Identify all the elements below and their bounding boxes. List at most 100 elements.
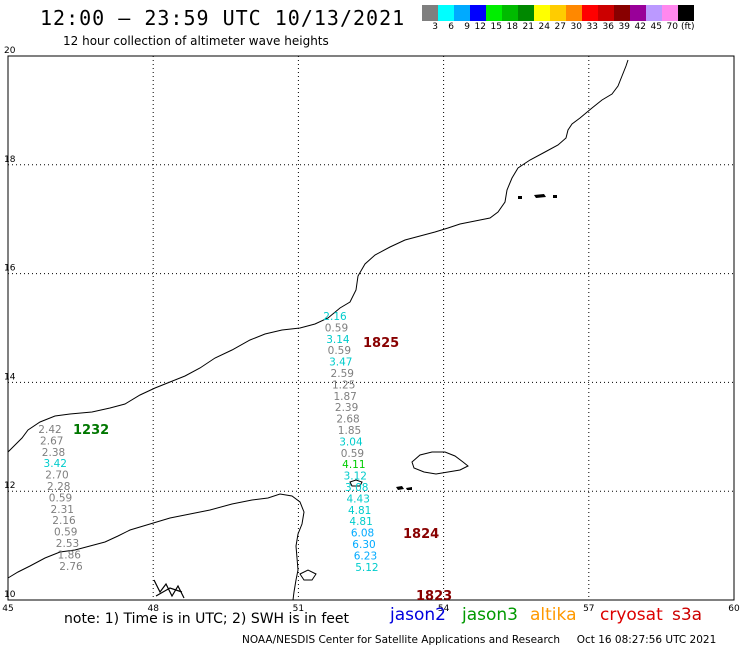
y-tick-label: 10 — [4, 590, 16, 600]
scale-swatch — [582, 5, 598, 21]
scale-label: 18 — [506, 22, 518, 32]
scale-swatch — [438, 5, 454, 21]
wave-height-value: 2.67 — [40, 435, 63, 447]
satellite-name: jason2 — [390, 605, 446, 625]
scale-label: 70 — [666, 22, 678, 32]
scale-label: 33 — [586, 22, 598, 32]
page-title: 12:00 – 23:59 UTC 10/13/2021 — [40, 6, 406, 30]
page-subtitle: 12 hour collection of altimeter wave hei… — [63, 34, 329, 48]
scale-swatch — [550, 5, 566, 21]
wave-height-value: 6.23 — [354, 550, 377, 562]
satellite-name: altika — [530, 605, 577, 625]
wave-height-value: 2.59 — [331, 368, 354, 380]
wave-height-value: 3.12 — [344, 471, 367, 483]
islets-kuria — [518, 194, 557, 199]
islet-1 — [349, 479, 363, 487]
scale-swatch — [678, 5, 694, 21]
wave-height-value: 2.42 — [38, 424, 61, 436]
satellite-name: cryosat — [600, 605, 663, 625]
scale-swatch — [662, 5, 678, 21]
y-tick-label: 12 — [4, 481, 15, 491]
y-tick-label: 20 — [4, 46, 16, 56]
scale-swatch — [598, 5, 614, 21]
wave-height-value: 4.43 — [347, 493, 370, 505]
wave-height-value: 2.76 — [59, 561, 83, 573]
wave-height-value: 0.59 — [49, 492, 72, 504]
altimeter-tracks: 2.160.593.140.593.472.591.251.872.392.68… — [38, 311, 452, 604]
scale-swatch — [470, 5, 486, 21]
coast-hatch — [153, 579, 185, 599]
wave-height-value: 3.47 — [329, 357, 352, 369]
y-tick-label: 18 — [4, 155, 16, 165]
scale-label: 15 — [490, 22, 502, 32]
coastline-north — [7, 59, 629, 453]
wave-height-value: 2.53 — [56, 538, 79, 550]
wave-height-value: 2.28 — [47, 481, 70, 493]
scale-swatch — [534, 5, 550, 21]
scale-label: 39 — [618, 22, 630, 32]
satellite-name: jason3 — [462, 605, 518, 625]
scale-label: 21 — [522, 22, 534, 32]
scale-swatch — [566, 5, 582, 21]
x-tick-label: 57 — [583, 604, 594, 614]
x-tick-label: 48 — [147, 604, 159, 614]
scale-swatch — [454, 5, 470, 21]
scale-label: 27 — [554, 22, 566, 32]
scale-label: 24 — [538, 22, 550, 32]
wave-height-value: 2.16 — [52, 515, 76, 527]
wave-height-value: 1.86 — [58, 549, 82, 561]
wave-height-value: 2.16 — [323, 311, 347, 323]
scale-label: 30 — [570, 22, 582, 32]
track-time-label: 1232 — [73, 423, 109, 438]
x-tick-label: 45 — [2, 604, 13, 614]
wave-height-value: 5.12 — [355, 562, 378, 574]
color-scale — [422, 5, 694, 21]
scale-swatch — [614, 5, 630, 21]
wave-height-value: 3.08 — [345, 482, 368, 494]
y-tick-label: 16 — [4, 264, 16, 274]
scale-swatch — [502, 5, 518, 21]
x-tick-label: 54 — [438, 604, 450, 614]
wave-height-value: 0.59 — [54, 527, 77, 539]
wave-height-value: 0.59 — [341, 448, 364, 460]
axis-tick-labels: 45 48 51 54 57 60 20 18 16 14 12 10 — [2, 46, 740, 614]
wave-height-value: 6.08 — [351, 528, 374, 540]
scale-swatch — [486, 5, 502, 21]
wave-height-value: 0.59 — [328, 345, 351, 357]
scale-swatch — [518, 5, 534, 21]
wave-height-value: 2.38 — [42, 447, 65, 459]
track-time-label: 1825 — [363, 336, 399, 351]
y-tick-label: 14 — [4, 372, 16, 382]
wave-height-value: 2.31 — [51, 504, 74, 516]
scale-label: 3 — [432, 22, 438, 32]
x-tick-label: 60 — [728, 604, 740, 614]
scale-label: 45 — [650, 22, 662, 32]
wave-height-value: 2.39 — [335, 402, 358, 414]
wave-height-value: 4.81 — [349, 516, 372, 528]
x-tick-label: 51 — [293, 604, 304, 614]
scale-swatch — [630, 5, 646, 21]
wave-height-value: 3.14 — [326, 334, 350, 346]
footer-source: NOAA/NESDIS Center for Satellite Applica… — [242, 634, 716, 646]
wave-height-value: 1.87 — [333, 391, 356, 403]
scale-swatch — [646, 5, 662, 21]
wave-height-value: 0.59 — [325, 322, 348, 334]
scale-label: 6 — [448, 22, 454, 32]
wave-height-value: 3.42 — [44, 458, 67, 470]
track-time-label: 1823 — [416, 589, 452, 604]
satellite-name: s3a — [672, 605, 703, 625]
scale-label: 9 — [464, 22, 470, 32]
wave-height-value: 4.11 — [342, 459, 365, 471]
map-frame — [7, 55, 735, 601]
color-scale-labels: 3 6 9 12 15 18 21 24 27 30 33 36 39 42 45 70 (ft) — [422, 22, 695, 32]
wave-height-value: 2.68 — [336, 414, 359, 426]
source-text: NOAA/NESDIS Center for Satellite Applica… — [242, 634, 560, 646]
wave-height-value: 2.70 — [45, 470, 68, 482]
scale-unit: (ft) — [681, 22, 695, 32]
wave-height-value: 1.85 — [338, 425, 361, 437]
islet-2 — [396, 486, 404, 490]
coastline-south — [7, 493, 305, 601]
scale-label: 12 — [474, 22, 486, 32]
timestamp-text: Oct 16 08:27:56 UTC 2021 — [576, 634, 717, 646]
